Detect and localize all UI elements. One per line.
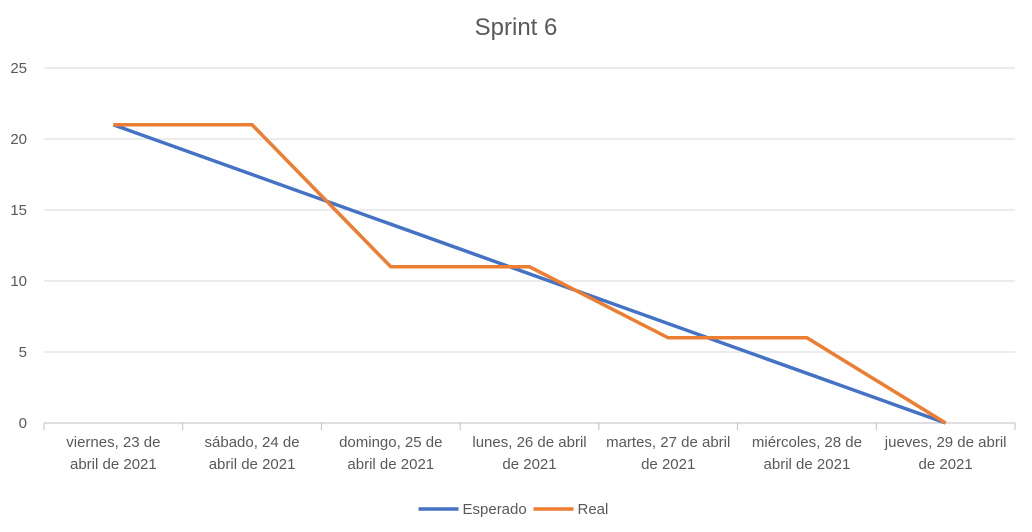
x-axis-ticks: viernes, 23 de abril de 2021 sábado, 24 de… — [66, 434, 1006, 473]
chart-title: Sprint 6 — [475, 14, 558, 41]
series-line-real — [113, 123, 947, 425]
x-tick-label: jueves, 29 de abril de 2021 — [884, 434, 1007, 473]
x-tick-label: domingo, 25 de abril de 2021 — [339, 434, 442, 473]
y-tick-label: 0 — [19, 415, 27, 432]
x-tick-label: viernes, 23 de abril de 2021 — [66, 434, 160, 473]
x-tick-label: martes, 27 de abril de 2021 — [606, 434, 730, 473]
gridlines — [43, 67, 1016, 430]
y-axis-ticks: 0 5 10 15 20 25 — [10, 60, 27, 432]
legend-label: Real — [578, 501, 609, 518]
y-tick-label: 20 — [10, 131, 27, 148]
legend: Esperado Real — [418, 501, 609, 518]
y-tick-label: 5 — [19, 344, 27, 361]
x-tick-label: miércoles, 28 de abril de 2021 — [752, 434, 862, 473]
x-tick-label: lunes, 26 de abril de 2021 — [472, 434, 586, 473]
y-tick-label: 25 — [10, 60, 27, 77]
x-tick-label: sábado, 24 de abril de 2021 — [205, 434, 300, 473]
y-tick-label: 10 — [10, 273, 27, 290]
y-tick-label: 15 — [10, 202, 27, 219]
series-line-esperado — [112, 123, 947, 425]
series-lines — [112, 123, 947, 425]
legend-label: Esperado — [463, 501, 527, 518]
